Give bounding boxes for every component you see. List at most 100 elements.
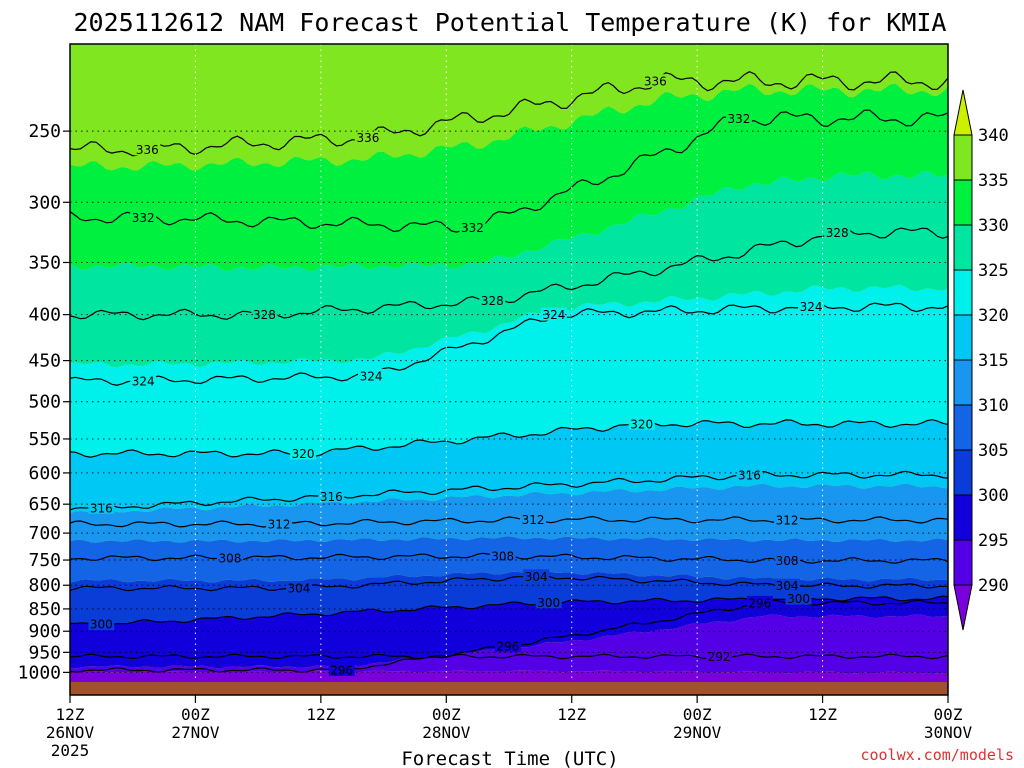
x-tick-label-line1: 12Z	[56, 705, 85, 724]
colorbar-swatch-295	[954, 495, 972, 540]
isentrope-320	[69, 419, 949, 458]
colorbar-tick-label: 290	[978, 576, 1009, 596]
contour-label-bg	[479, 293, 506, 307]
y-tick-label: 250	[28, 121, 61, 142]
x-tick-label-line2: 28NOV	[422, 723, 471, 742]
contour-label-336: 336	[356, 131, 379, 145]
colorbar-swatch-290	[954, 540, 972, 585]
contour-label-bg	[134, 142, 161, 156]
contour-label-308: 308	[776, 554, 799, 568]
colorbar-tick-label: 305	[978, 441, 1009, 461]
isentrope-312	[69, 515, 949, 528]
colorbar-swatch-315	[954, 315, 972, 360]
x-tick-label-line2: 30NOV	[924, 723, 973, 742]
contour-label-bg	[774, 578, 801, 592]
contour-label-bg	[725, 111, 752, 125]
contour-label-320: 320	[630, 417, 653, 431]
y-tick-label: 500	[28, 392, 61, 413]
contour-label-324: 324	[360, 369, 383, 383]
contour-label-328: 328	[481, 294, 504, 308]
x-tick-label-line2: 29NOV	[673, 723, 722, 742]
y-tick-label: 450	[28, 351, 61, 372]
contour-label-312: 312	[776, 514, 799, 528]
y-tick-label: 400	[28, 305, 61, 326]
y-tick-label: 750	[28, 550, 61, 571]
contour-label-300: 300	[90, 618, 113, 632]
contour-label-336: 336	[136, 143, 159, 157]
x-tick-label-line1: 00Z	[683, 705, 712, 724]
x-tick-label-line1: 00Z	[181, 705, 210, 724]
colorbar-swatch-305	[954, 405, 972, 450]
isentrope-332	[69, 109, 949, 233]
contour-label-bg	[266, 517, 293, 531]
contour-labels: 336 336 336 332 332 332 328 328 328 324 324 324 324 3…	[88, 74, 851, 678]
colorbar-swatch-320	[954, 270, 972, 315]
x-tick-label-line3: 2025	[51, 741, 90, 760]
contour-label-336: 336	[644, 75, 667, 89]
colorbar-tick-label: 300	[978, 486, 1009, 506]
colorbar-swatch-300	[954, 450, 972, 495]
y-tick-label: 300	[28, 192, 61, 213]
contour-label-316: 316	[320, 490, 343, 504]
contour-label-328: 328	[826, 226, 849, 240]
colorbar-swatch-330	[954, 180, 972, 225]
contour-label-332: 332	[461, 221, 484, 235]
contour-label-308: 308	[218, 551, 241, 565]
colorbar-tick-label: 330	[978, 216, 1009, 236]
grid-lines	[70, 44, 948, 682]
contour-label-324: 324	[132, 374, 155, 388]
x-tick-label-line1: 12Z	[808, 705, 837, 724]
contour-label-bg	[785, 591, 812, 605]
contour-label-328: 328	[253, 308, 276, 322]
contour-label-316: 316	[90, 501, 113, 515]
contour-label-304: 304	[287, 582, 310, 596]
y-tick-label: 550	[28, 429, 61, 450]
colorbar-tick-label: 335	[978, 171, 1009, 191]
x-tick-label-line2: 27NOV	[171, 723, 220, 742]
contour-label-292: 292	[708, 650, 731, 664]
contour-label-312: 312	[268, 518, 291, 532]
contour-label-bg	[88, 617, 115, 631]
colorbar-tick-label: 315	[978, 351, 1009, 371]
contour-label-bg	[540, 307, 567, 321]
contour-label-bg	[774, 513, 801, 527]
contour-label-bg	[290, 446, 317, 460]
contour-label-312: 312	[522, 513, 545, 527]
colorbar-tick-label: 340	[978, 126, 1009, 146]
contour-label-296: 296	[748, 596, 771, 610]
colorbar: 340 335 330 325 320 315 310 305 300 295 290	[953, 89, 1009, 631]
plot-frame	[69, 43, 949, 696]
contour-label-bg	[459, 220, 486, 234]
y-tick-label: 700	[28, 523, 61, 544]
y-tick-label: 600	[28, 463, 61, 484]
contour-label-bg	[642, 74, 669, 88]
contour-label-316: 316	[738, 468, 761, 482]
y-tick-label: 900	[28, 621, 61, 642]
contour-label-324: 324	[800, 300, 823, 314]
colorbar-tick-label: 325	[978, 261, 1009, 281]
colorbar-bottom-cap	[953, 584, 973, 631]
contour-label-304: 304	[776, 579, 799, 593]
y-tick-label: 1000	[18, 662, 61, 683]
contour-label-bg	[354, 130, 381, 144]
temperature-bands	[70, 44, 948, 682]
temperature-band-295-300	[70, 596, 948, 669]
contour-label-bg	[736, 467, 763, 481]
colorbar-swatch-335	[954, 135, 972, 180]
x-tick-label-line2: 26NOV	[46, 723, 95, 742]
y-tick-label: 850	[28, 599, 61, 620]
contour-label-bg	[494, 639, 521, 653]
x-tick-label-line1: 12Z	[557, 705, 586, 724]
x-tick-label-line1: 00Z	[934, 705, 963, 724]
contour-label-332: 332	[132, 211, 155, 225]
colorbar-top-cap	[953, 89, 973, 136]
contour-label-296: 296	[497, 640, 520, 654]
contour-label-bg	[523, 569, 550, 583]
y-tick-label: 650	[28, 494, 61, 515]
temperature-band-325-330	[70, 170, 948, 368]
contour-label-bg	[130, 210, 157, 224]
colorbar-swatch-325	[954, 225, 972, 270]
contour-label-bg	[535, 595, 562, 609]
